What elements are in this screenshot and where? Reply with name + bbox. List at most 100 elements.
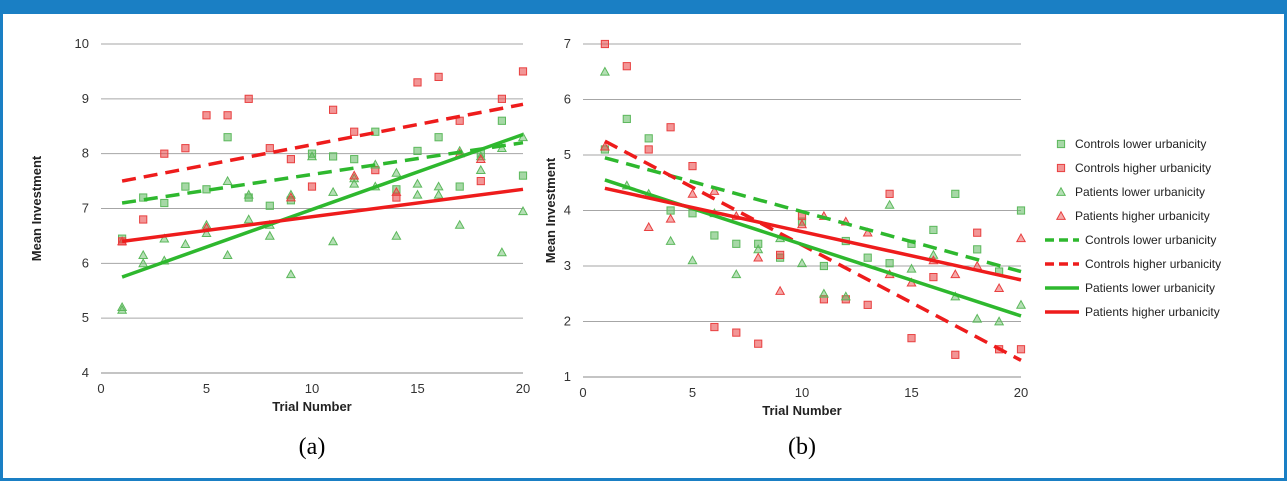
legend-label: Patients higher urbanicity	[1075, 209, 1210, 223]
data-point-triangle	[412, 189, 423, 199]
data-point-triangle	[950, 269, 961, 279]
data-point-square	[455, 182, 464, 191]
data-point-triangle	[433, 181, 444, 191]
data-point-triangle	[328, 186, 339, 196]
legend-label: Controls lower urbanicity	[1085, 233, 1216, 247]
data-point-square	[600, 39, 609, 49]
data-point-triangle	[138, 258, 149, 268]
data-point-square	[732, 239, 741, 248]
trendline-dashed	[121, 140, 524, 205]
data-point-square	[973, 228, 982, 237]
x-tick-label: 0	[579, 385, 586, 400]
chart-caption: (b)	[788, 434, 816, 460]
data-point-square	[951, 189, 960, 198]
x-axis-title: Trial Number	[762, 403, 841, 418]
data-point-triangle	[306, 151, 318, 161]
legend-label: Patients lower urbanicity	[1085, 281, 1215, 295]
y-tick-label: 4	[82, 365, 89, 380]
legend-marker-triangle	[1055, 210, 1067, 220]
data-point-square	[973, 245, 982, 254]
legend-item: Controls lower urbanicity	[1056, 137, 1206, 151]
data-point-square	[181, 182, 190, 191]
data-point-triangle	[201, 227, 212, 238]
data-point-square	[350, 155, 359, 164]
data-point-square	[476, 176, 485, 186]
data-point-square	[1016, 345, 1026, 354]
chart-b: 1 2 3 4 5 6 7 0 5 10 15 20 Trial Number Mean Investme…	[543, 36, 1028, 460]
chart-a: 4 5 6 7 8 9 10 0 5 10 15 20 Trial Number Mean Investm…	[29, 36, 530, 460]
trendline-dashed	[121, 102, 524, 183]
data-point-square	[518, 171, 528, 180]
data-point-triangle	[687, 188, 698, 198]
data-point-square	[863, 253, 872, 262]
legend-item: Controls higher urbanicity	[1045, 257, 1221, 271]
legend-item: Patients higher urbanicity	[1045, 305, 1220, 319]
data-point-square	[622, 114, 631, 124]
legend-label: Controls lower urbanicity	[1075, 137, 1206, 151]
x-tick-label: 5	[689, 385, 696, 400]
trendline-solid	[121, 187, 524, 244]
data-point-square	[622, 62, 631, 71]
y-tick-label: 1	[564, 369, 571, 384]
data-point-square	[819, 295, 828, 304]
data-point-square	[265, 144, 274, 153]
y-tick-label: 2	[564, 314, 571, 329]
data-point-triangle	[243, 189, 254, 199]
data-point-triangle	[222, 249, 233, 259]
data-point-square	[244, 94, 253, 103]
trendline-dashed	[604, 139, 1022, 362]
data-point-triangle	[643, 221, 654, 232]
data-point-square	[776, 250, 785, 260]
y-tick-label: 5	[82, 310, 89, 325]
data-point-triangle	[391, 167, 402, 177]
data-point-triangle	[264, 230, 275, 240]
data-point-triangle	[731, 269, 742, 279]
trendline-solid	[121, 132, 524, 279]
legend-label: Controls higher urbanicity	[1085, 257, 1221, 271]
data-point-triangle	[285, 192, 296, 202]
data-point-square	[413, 146, 422, 156]
data-point-triangle	[928, 249, 939, 259]
data-point-triangle	[159, 233, 170, 243]
data-point-square	[819, 261, 828, 271]
data-point-square	[307, 149, 317, 158]
data-point-square	[434, 133, 443, 142]
data-point-square	[644, 134, 653, 143]
data-point-triangle	[775, 285, 786, 295]
data-point-square	[929, 225, 938, 235]
data-point-triangle	[687, 255, 698, 265]
chart-caption: (a)	[299, 434, 326, 460]
data-point-triangle	[884, 199, 895, 209]
data-point-triangle	[349, 173, 360, 183]
data-point-square	[413, 78, 422, 87]
data-point-square	[202, 111, 211, 120]
data-point-square	[307, 182, 317, 191]
x-tick-label: 10	[795, 385, 809, 400]
data-point-triangle	[972, 313, 983, 323]
data-point-triangle	[433, 189, 444, 199]
data-point-triangle	[285, 269, 296, 279]
data-point-triangle	[862, 227, 873, 237]
data-point-square	[497, 94, 506, 103]
x-axis-title: Trial Number	[272, 399, 351, 414]
data-point-triangle	[412, 178, 423, 188]
data-point-square	[863, 300, 872, 309]
x-tick-label: 20	[1014, 385, 1028, 400]
legend-marker-triangle	[1055, 186, 1067, 196]
data-point-triangle	[454, 219, 465, 229]
data-point-square	[329, 105, 338, 114]
data-point-square	[754, 239, 763, 248]
data-point-square	[223, 133, 232, 142]
data-point-square	[392, 193, 401, 202]
data-point-triangle	[391, 230, 402, 240]
y-tick-label: 8	[82, 146, 89, 161]
data-point-triangle	[496, 247, 507, 257]
data-point-square	[710, 322, 719, 332]
data-point-square	[202, 185, 211, 194]
legend: Controls lower urbanicity Controls higher…	[1045, 137, 1221, 319]
data-point-triangle	[665, 213, 676, 223]
data-point-square	[160, 149, 169, 158]
legend-marker-square	[1056, 163, 1066, 173]
data-point-triangle	[753, 252, 764, 262]
